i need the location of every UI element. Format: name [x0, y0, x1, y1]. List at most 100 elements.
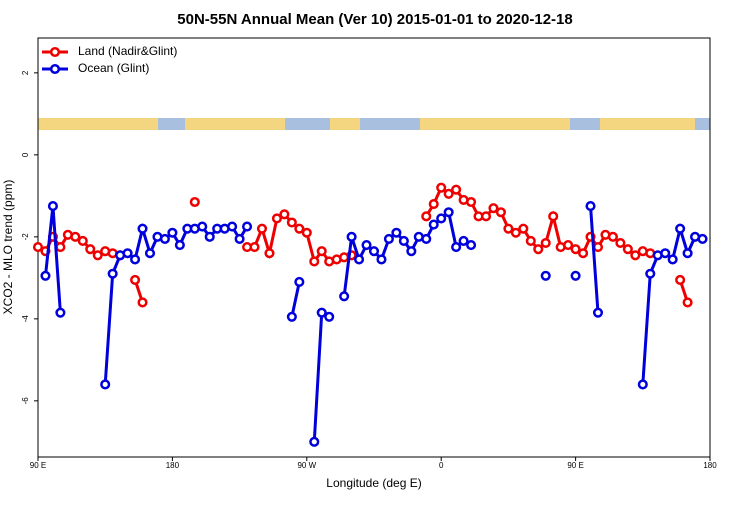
data-point: [697, 233, 708, 244]
data-point: [137, 297, 148, 308]
data-point: [227, 221, 238, 232]
legend-label: Land (Nadir&Glint): [78, 44, 177, 58]
data-point: [70, 231, 81, 242]
data-point: [189, 196, 200, 208]
land-ocean-strip: [38, 118, 710, 130]
data-point: [563, 239, 574, 251]
legend-marker: [49, 63, 61, 75]
data-point: [503, 223, 514, 234]
data-point: [107, 268, 118, 279]
data-point: [675, 223, 686, 234]
data-point: [271, 213, 282, 224]
y-tick-label: 2: [21, 70, 30, 75]
data-point: [339, 291, 350, 302]
data-point: [443, 188, 454, 199]
y-axis-label: XCO2 - MLO trend (ppm): [1, 180, 15, 315]
data-point: [406, 246, 417, 257]
data-point: [667, 254, 678, 265]
chart-title: 50N-55N Annual Mean (Ver 10) 2015-01-01 …: [177, 11, 572, 28]
data-point: [122, 248, 133, 259]
y-tick-label: -2: [21, 233, 30, 241]
data-point: [421, 211, 432, 222]
data-point: [443, 207, 454, 218]
x-tick-label: 180: [703, 461, 717, 470]
data-point: [130, 254, 141, 265]
legend: Land (Nadir&Glint) Ocean (Glint): [42, 44, 177, 75]
data-point: [466, 239, 477, 251]
data-point: [622, 244, 633, 255]
data-point: [436, 213, 447, 224]
series-line: [43, 205, 703, 442]
data-point: [286, 311, 297, 322]
data-point: [368, 246, 380, 257]
data-point: [436, 182, 447, 193]
data-point: [510, 227, 521, 238]
data-point: [421, 233, 432, 244]
data-point: [346, 231, 357, 242]
x-tick-label: 180: [166, 461, 180, 470]
data-point: [376, 254, 387, 265]
data-point: [137, 223, 148, 234]
x-tick-label: 90 W: [297, 461, 316, 470]
data-point: [55, 242, 66, 253]
data-point: [548, 211, 559, 222]
x-axis-label: Longitude (deg E): [326, 476, 421, 490]
y-tick-label: 0: [21, 152, 30, 157]
data-point: [92, 250, 103, 261]
y-tick-label: -4: [21, 315, 30, 323]
data-point: [660, 248, 671, 259]
data-point: [324, 311, 335, 322]
data-point: [451, 242, 462, 253]
data-point: [466, 196, 477, 208]
data-point: [570, 244, 581, 255]
data-point: [249, 242, 260, 253]
data-point: [47, 201, 58, 212]
data-point: [294, 276, 305, 287]
data-point: [578, 248, 589, 259]
x-tick-label: 90 E: [30, 461, 46, 470]
data-point: [428, 198, 439, 210]
data-point: [286, 217, 297, 228]
data-point: [167, 227, 178, 238]
data-point: [645, 268, 656, 279]
data-point: [495, 207, 506, 218]
data-point: [391, 227, 402, 238]
data-point: [480, 211, 492, 222]
data-point: [301, 227, 312, 238]
data-point: [383, 233, 394, 244]
data-point: [159, 233, 170, 244]
data-point: [309, 256, 320, 267]
x-tick-label: 0: [439, 461, 444, 470]
data-point: [682, 248, 693, 259]
data-point: [316, 307, 327, 318]
data-point: [675, 274, 686, 285]
data-point: [398, 235, 409, 246]
data-point: [85, 244, 96, 255]
data-point: [615, 237, 626, 249]
data-point: [77, 235, 88, 246]
data-point: [682, 297, 693, 308]
x-tick-label: 90 E: [567, 461, 583, 470]
data-point: [428, 219, 439, 230]
data-point: [204, 231, 215, 242]
data-point: [264, 248, 275, 259]
data-point: [242, 221, 253, 232]
legend-marker: [49, 46, 61, 58]
data-point: [55, 307, 66, 318]
y-tick-label: -6: [21, 397, 30, 405]
data-point: [637, 379, 648, 390]
data-point: [256, 223, 268, 234]
data-point: [451, 184, 462, 195]
data-point: [592, 307, 604, 318]
data-point: [32, 242, 44, 253]
data-point: [607, 231, 618, 242]
data-point: [40, 270, 51, 281]
data-point: [533, 244, 544, 255]
data-point: [458, 235, 469, 246]
data-point: [525, 235, 536, 246]
data-point: [144, 248, 156, 259]
data-point: [316, 246, 327, 257]
data-point: [518, 223, 529, 234]
data-point: [279, 209, 290, 220]
